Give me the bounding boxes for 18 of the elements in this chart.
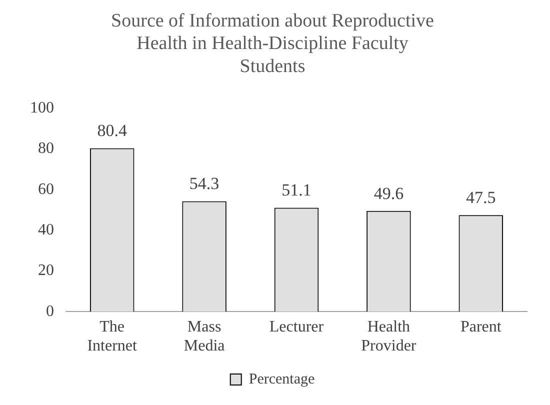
y-tick-label: 0 xyxy=(46,302,54,320)
x-tick-label: Lecturer xyxy=(269,318,324,336)
y-tick-label: 40 xyxy=(38,222,54,239)
data-label: 49.6 xyxy=(374,184,404,203)
legend-label: Percentage xyxy=(248,371,315,388)
data-label: 54.3 xyxy=(189,174,220,194)
data-label: 51.1 xyxy=(282,180,312,200)
x-tick-label: The Internet xyxy=(87,318,138,355)
chart-title: Source of Information about Reproductive Health in Health-Discipline Faculty Students xyxy=(111,10,434,77)
x-tick-label: Parent xyxy=(460,318,502,336)
y-tick-label: 60 xyxy=(38,180,54,198)
y-tick-label: 100 xyxy=(30,100,54,117)
data-label: 80.4 xyxy=(97,121,128,140)
x-tick-label: Health Provider xyxy=(361,318,417,355)
y-tick-label: 20 xyxy=(38,262,54,280)
y-tick-label: 80 xyxy=(38,140,54,158)
x-tick-label: Mass Media xyxy=(184,318,225,355)
data-label: 47.5 xyxy=(466,188,496,208)
